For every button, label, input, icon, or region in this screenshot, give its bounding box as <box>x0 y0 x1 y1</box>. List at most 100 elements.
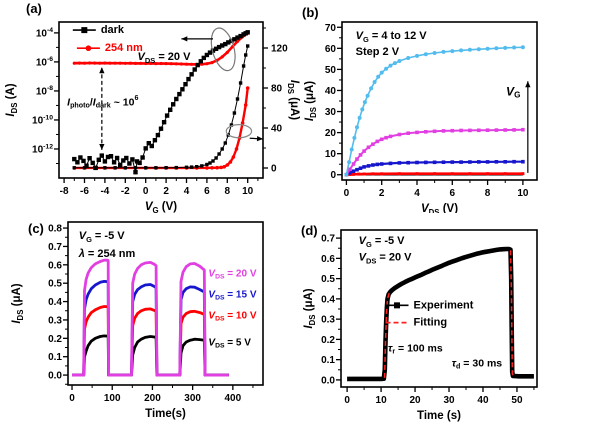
vds-20-label: VDS = 20 V <box>208 268 256 280</box>
vg-arrow-label: VG <box>506 85 520 100</box>
arrow-annotation <box>181 36 214 42</box>
svg-text:70: 70 <box>325 23 337 34</box>
svg-text:-6: -6 <box>80 186 89 197</box>
axes: 0 10 20 30 40 50 Time (s) 0.0 0.1 0.2 0.3 0.4 0.5 0.6… <box>303 229 538 422</box>
series-experiment <box>347 246 534 382</box>
svg-text:50: 50 <box>325 65 337 76</box>
svg-text:0: 0 <box>69 393 75 404</box>
y-axis-left: 0.0 0.1 0.2 0.3 0.4 0.5 0.6 0.7 0.8 IDS (μA) <box>11 224 68 385</box>
svg-text:40: 40 <box>271 124 283 135</box>
svg-text:Step 2 V: Step 2 V <box>356 46 400 58</box>
svg-text:IDS (μA): IDS (μA) <box>303 288 317 328</box>
svg-text:10-10: 10-10 <box>32 114 53 126</box>
svg-text:0.2: 0.2 <box>321 335 335 346</box>
svg-text:30: 30 <box>325 107 337 118</box>
panel-b-label: (b) <box>302 5 319 20</box>
panel-b-chart: 0 2 4 6 8 10 VDS (V) 0 10 20 30 40 50 60 70 IDS (μA) VG … <box>304 21 538 213</box>
svg-text:0: 0 <box>330 170 336 181</box>
series-uv-254nm-log <box>72 31 250 66</box>
svg-text:VG = -5 V: VG = -5 V <box>79 230 126 244</box>
svg-text:100: 100 <box>104 393 121 404</box>
svg-text:10: 10 <box>325 149 337 160</box>
panel-a-label: (a) <box>26 1 42 16</box>
ellipse-annotation <box>225 124 253 139</box>
vds-label: VDS = 20 V <box>359 251 413 265</box>
y-axis-right: 0 40 80 120 IDS (μA) <box>263 27 300 175</box>
svg-text:VDS = 20 V: VDS = 20 V <box>138 51 192 65</box>
svg-text:0.8: 0.8 <box>48 224 62 235</box>
vds-15-label: VDS = 15 V <box>208 289 256 301</box>
x-axis: -8 -6 -4 -2 0 2 4 6 8 10 VG (V) <box>60 178 259 213</box>
svg-text:Experiment: Experiment <box>414 299 474 311</box>
svg-text:VG = -5 V: VG = -5 V <box>359 235 406 248</box>
svg-text:0: 0 <box>344 188 350 199</box>
svg-text:8: 8 <box>485 188 491 199</box>
panel-a: (a) -8 -6 -4 -2 0 2 4 6 8 10 VG (V) 10-4 10-6 10-8 10-… <box>0 0 300 213</box>
svg-text:0.7: 0.7 <box>48 242 62 253</box>
svg-text:0.1: 0.1 <box>321 355 335 366</box>
panel-d: (d) 0 10 20 30 40 50 Time (s) 0.0 0.1 0.2 0.3 0.4 0.… <box>300 214 600 427</box>
svg-text:-2: -2 <box>121 186 130 197</box>
svg-text:0.2: 0.2 <box>48 334 62 345</box>
arrow-annotation <box>99 67 105 150</box>
svg-text:IDS (μA): IDS (μA) <box>304 81 318 121</box>
legend-254nm: 254 nm <box>76 42 143 54</box>
svg-text:-4: -4 <box>100 186 109 197</box>
svg-text:60: 60 <box>325 44 337 55</box>
series-layer <box>344 45 525 177</box>
series-layer <box>347 246 534 382</box>
svg-text:0.3: 0.3 <box>48 315 62 326</box>
photo-dark-ratio-label: Iphoto/Idark ~ 106 <box>67 94 138 109</box>
svg-text:0.5: 0.5 <box>321 274 335 285</box>
svg-text:VDS = 10 V: VDS = 10 V <box>208 310 256 322</box>
series-fitting-fall <box>509 250 515 377</box>
tau-rise-label: τr = 100 ms <box>388 343 443 356</box>
svg-text:0: 0 <box>344 395 350 406</box>
vg-label: VG = -5 V <box>79 230 126 244</box>
svg-text:IDS (μA): IDS (μA) <box>11 283 25 323</box>
svg-text:0.6: 0.6 <box>321 254 335 265</box>
svg-text:40: 40 <box>325 86 337 97</box>
svg-text:0.4: 0.4 <box>48 297 62 308</box>
svg-text:Fitting: Fitting <box>414 317 448 329</box>
panel-c-chart: 0 100 200 300 400Time(s)0.00.10.20.30.40.50.… <box>11 221 264 420</box>
x-axis: 0 2 4 6 8 10 VDS (V) <box>344 180 529 213</box>
ellipse-annotation <box>210 27 236 72</box>
svg-text:4: 4 <box>414 188 420 199</box>
svg-text:400: 400 <box>225 393 242 404</box>
panel-d-chart: 0 10 20 30 40 50 Time (s) 0.0 0.1 0.2 0.3 0.4 0.5 0.6… <box>303 229 538 422</box>
svg-text:VDS = 20 V: VDS = 20 V <box>208 268 256 280</box>
svg-text:Time (s): Time (s) <box>417 410 461 422</box>
legend-fitting: Fitting <box>385 317 448 329</box>
svg-text:0.4: 0.4 <box>321 294 335 305</box>
svg-text:dark: dark <box>101 24 125 36</box>
svg-text:80: 80 <box>271 84 283 95</box>
vg-range-label: VG = 4 to 12 V <box>356 30 428 44</box>
svg-text:VDS = 20 V: VDS = 20 V <box>359 251 413 265</box>
svg-text:50: 50 <box>511 395 523 406</box>
svg-text:4: 4 <box>184 186 190 197</box>
vds-5-label: VDS = 5 V <box>208 337 251 349</box>
vds-20v-label: VDS = 20 V <box>138 51 192 65</box>
arrow-annotation <box>525 81 531 173</box>
svg-text:8: 8 <box>225 186 231 197</box>
vds-10-label: VDS = 10 V <box>208 310 256 322</box>
svg-text:6: 6 <box>204 186 210 197</box>
svg-text:0.0: 0.0 <box>321 375 335 386</box>
svg-text:200: 200 <box>144 393 161 404</box>
svg-text:10: 10 <box>242 186 254 197</box>
series-vds-5v <box>72 334 229 377</box>
series-vds-15v <box>72 280 229 377</box>
svg-text:Time(s): Time(s) <box>145 408 186 420</box>
svg-text:40: 40 <box>477 395 489 406</box>
svg-text:30: 30 <box>443 395 455 406</box>
svg-text:0.5: 0.5 <box>48 279 62 290</box>
svg-text:10: 10 <box>517 188 529 199</box>
svg-text:τd = 30 ms: τd = 30 ms <box>452 357 503 370</box>
svg-text:0.6: 0.6 <box>48 260 62 271</box>
svg-text:VDS = 15 V: VDS = 15 V <box>208 289 256 301</box>
vg-label: VG = -5 V <box>359 235 406 248</box>
panel-c: (c) 0 100 200 300 400 Time(s) 0.0 0.1 0.2 0.3 0.4 0… <box>0 213 300 426</box>
